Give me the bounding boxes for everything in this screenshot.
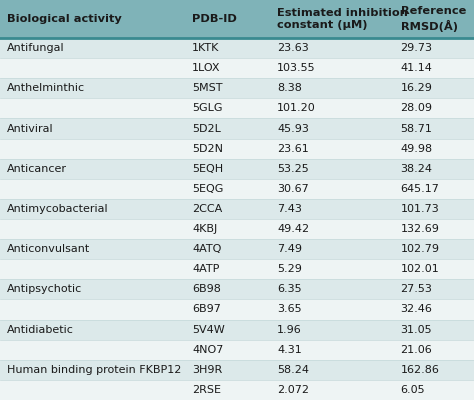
Text: 6B97: 6B97 [192,304,221,314]
Text: 5.29: 5.29 [277,264,302,274]
Text: 4ATQ: 4ATQ [192,244,221,254]
Text: 7.49: 7.49 [277,244,302,254]
Text: 16.29: 16.29 [401,83,432,93]
Bar [0,138,474,159]
Text: 4NO7: 4NO7 [192,345,223,355]
Text: 2RSE: 2RSE [192,385,221,395]
Text: Antimycobacterial: Antimycobacterial [7,204,109,214]
Text: 6.05: 6.05 [401,385,425,395]
Text: Antipsychotic: Antipsychotic [7,284,82,294]
Text: 5D2N: 5D2N [192,144,223,154]
Bar [0,179,474,199]
Text: 32.46: 32.46 [401,304,432,314]
Text: 102.79: 102.79 [401,244,439,254]
Text: 6B98: 6B98 [192,284,221,294]
Text: Estimated inhibition
constant (μM): Estimated inhibition constant (μM) [277,8,408,30]
Text: Anticonvulsant: Anticonvulsant [7,244,91,254]
Bar [0,320,474,340]
Text: 21.06: 21.06 [401,345,432,355]
Text: 3H9R: 3H9R [192,365,222,375]
Bar [0,380,474,400]
Text: 4KBJ: 4KBJ [192,224,217,234]
Text: Antidiabetic: Antidiabetic [7,325,74,335]
Text: 1LOX: 1LOX [192,63,220,73]
Bar [0,259,474,279]
Text: 4.31: 4.31 [277,345,302,355]
Bar [0,219,474,239]
Bar [0,0,474,38]
Text: Human binding protein FKBP12: Human binding protein FKBP12 [7,365,182,375]
Bar [0,279,474,300]
Text: 162.86: 162.86 [401,365,439,375]
Text: 30.67: 30.67 [277,184,309,194]
Text: 23.63: 23.63 [277,43,309,53]
Text: 103.55: 103.55 [277,63,316,73]
Text: 5MST: 5MST [192,83,222,93]
Text: 4ATP: 4ATP [192,264,219,274]
Text: 49.42: 49.42 [277,224,310,234]
Bar [0,360,474,380]
Text: 3.65: 3.65 [277,304,302,314]
Bar [0,58,474,78]
Bar [0,159,474,179]
Text: 38.24: 38.24 [401,164,433,174]
Text: Antiviral: Antiviral [7,124,54,134]
Text: Antifungal: Antifungal [7,43,65,53]
Text: Reference
RMSD(Å): Reference RMSD(Å) [401,6,466,32]
Text: 7.43: 7.43 [277,204,302,214]
Text: Anthelminthic: Anthelminthic [7,83,85,93]
Text: 6.35: 6.35 [277,284,302,294]
Text: 58.71: 58.71 [401,124,432,134]
Text: 101.20: 101.20 [277,103,316,113]
Bar [0,340,474,360]
Bar [0,239,474,259]
Text: 41.14: 41.14 [401,63,432,73]
Text: 2.072: 2.072 [277,385,310,395]
Bar [0,38,474,58]
Text: 645.17: 645.17 [401,184,439,194]
Text: 58.24: 58.24 [277,365,310,375]
Text: 102.01: 102.01 [401,264,439,274]
Text: 31.05: 31.05 [401,325,432,335]
Bar [0,199,474,219]
Text: 101.73: 101.73 [401,204,439,214]
Text: 1.96: 1.96 [277,325,302,335]
Text: 5V4W: 5V4W [192,325,225,335]
Text: 28.09: 28.09 [401,103,433,113]
Text: 29.73: 29.73 [401,43,433,53]
Text: 53.25: 53.25 [277,164,309,174]
Text: 5EQH: 5EQH [192,164,223,174]
Text: 132.69: 132.69 [401,224,439,234]
Text: 5GLG: 5GLG [192,103,222,113]
Text: 5EQG: 5EQG [192,184,223,194]
Bar [0,118,474,138]
Text: 27.53: 27.53 [401,284,432,294]
Text: 8.38: 8.38 [277,83,302,93]
Text: 49.98: 49.98 [401,144,433,154]
Text: 2CCA: 2CCA [192,204,222,214]
Bar [0,78,474,98]
Text: PDB-ID: PDB-ID [192,14,237,24]
Text: Anticancer: Anticancer [7,164,67,174]
Text: 5D2L: 5D2L [192,124,221,134]
Bar [0,98,474,118]
Text: 1KTK: 1KTK [192,43,219,53]
Text: 23.61: 23.61 [277,144,309,154]
Bar [0,300,474,320]
Text: Biological activity: Biological activity [7,14,122,24]
Text: 45.93: 45.93 [277,124,309,134]
